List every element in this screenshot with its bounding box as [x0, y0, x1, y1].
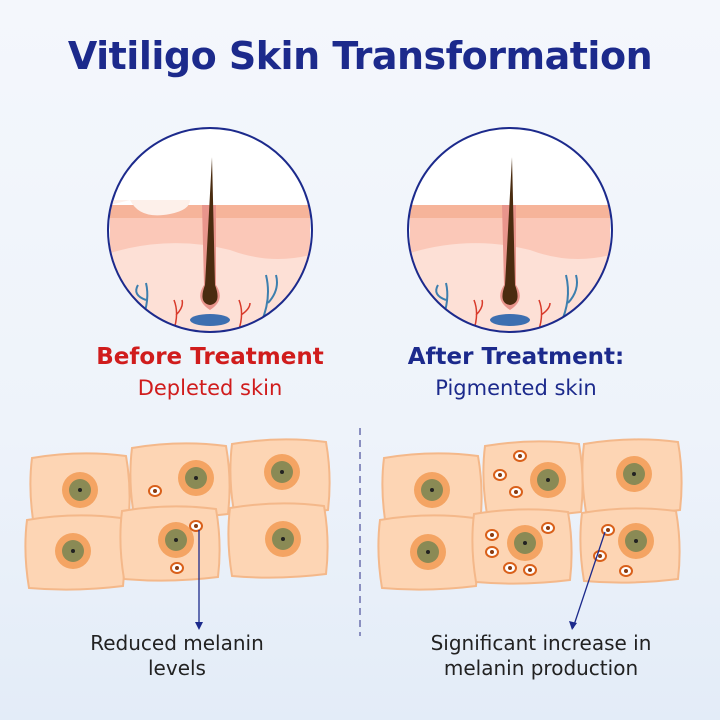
before-cells	[24, 438, 331, 630]
after-skin-circle	[407, 127, 613, 333]
before-caption: Reduced melanin levels	[27, 631, 327, 681]
after-heading: After Treatment:	[407, 344, 625, 370]
after-subheading: Pigmented skin	[435, 376, 597, 400]
after-caption-line1: Significant increase in	[430, 631, 652, 655]
after-caption: Significant increase in melanin producti…	[391, 631, 691, 681]
before-caption-line2: levels	[148, 656, 206, 680]
after-cells	[377, 438, 683, 630]
page-title: Vitiligo Skin Transformation	[67, 34, 653, 78]
before-caption-line1: Reduced melanin	[90, 631, 264, 655]
after-caption-line2: melanin production	[443, 656, 639, 680]
before-skin-circle	[107, 127, 313, 333]
before-heading: Before Treatment	[96, 344, 324, 370]
before-subheading: Depleted skin	[137, 376, 283, 400]
